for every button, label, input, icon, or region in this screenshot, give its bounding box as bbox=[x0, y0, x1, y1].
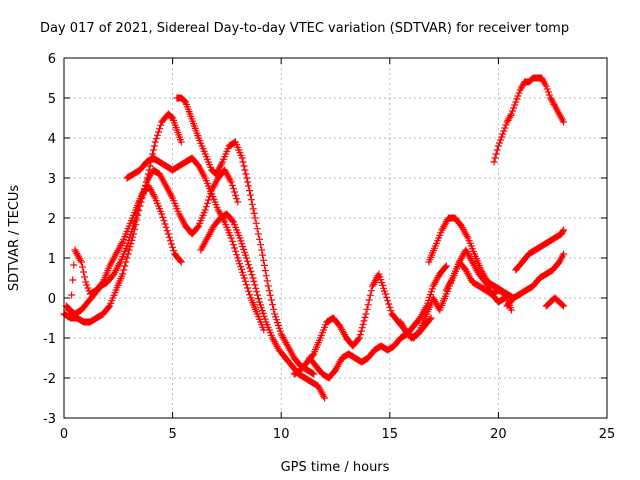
y-tick-label: -3 bbox=[43, 412, 56, 427]
series-track-4 bbox=[62, 182, 185, 314]
grid bbox=[64, 58, 607, 418]
y-tick-label: 5 bbox=[48, 92, 56, 107]
axis-ticks: 0 5 10 15 20 25 -3 -2 -1 0 1 2 3 4 5 6 bbox=[43, 52, 615, 442]
data-point-markers bbox=[123, 154, 268, 334]
data-point-markers bbox=[64, 166, 242, 318]
series-track-15 bbox=[542, 294, 568, 310]
series-track-8 bbox=[305, 262, 450, 382]
data-point-markers bbox=[62, 182, 185, 314]
y-tick-label: 4 bbox=[48, 132, 56, 147]
series-track-11 bbox=[442, 246, 509, 306]
plot-marks bbox=[60, 74, 568, 402]
x-tick-label: 15 bbox=[382, 427, 399, 442]
data-point-markers bbox=[305, 262, 450, 382]
data-point-markers bbox=[442, 246, 509, 306]
y-tick-label: 3 bbox=[48, 172, 56, 187]
x-tick-label: 5 bbox=[168, 427, 176, 442]
series-track-12 bbox=[490, 74, 568, 166]
data-point-markers bbox=[503, 250, 568, 310]
series-track-14 bbox=[503, 250, 568, 310]
x-tick-label: 10 bbox=[273, 427, 290, 442]
x-axis-label: GPS time / hours bbox=[281, 460, 390, 475]
data-point-markers bbox=[490, 74, 568, 166]
y-axis-label: SDTVAR / TECUs bbox=[7, 185, 22, 292]
data-point-markers bbox=[542, 294, 568, 310]
x-tick-label: 25 bbox=[599, 427, 616, 442]
y-tick-label: 0 bbox=[48, 292, 56, 307]
series-track-5 bbox=[64, 166, 242, 318]
chart-title: Day 017 of 2021, Sidereal Day-to-day VTE… bbox=[40, 21, 569, 36]
y-tick-label: -2 bbox=[43, 372, 56, 387]
y-tick-label: 6 bbox=[48, 52, 56, 67]
x-tick-label: 20 bbox=[490, 427, 507, 442]
y-tick-label: -1 bbox=[43, 332, 56, 347]
data-point-markers bbox=[512, 226, 568, 274]
x-tick-label: 0 bbox=[60, 427, 68, 442]
y-tick-label: 1 bbox=[48, 252, 56, 267]
y-tick-label: 2 bbox=[48, 212, 56, 227]
series-track-3 bbox=[123, 154, 268, 334]
series-track-2 bbox=[173, 94, 318, 378]
plot-frame bbox=[63, 57, 608, 419]
series-track-13 bbox=[512, 226, 568, 274]
data-point-markers bbox=[173, 94, 318, 378]
